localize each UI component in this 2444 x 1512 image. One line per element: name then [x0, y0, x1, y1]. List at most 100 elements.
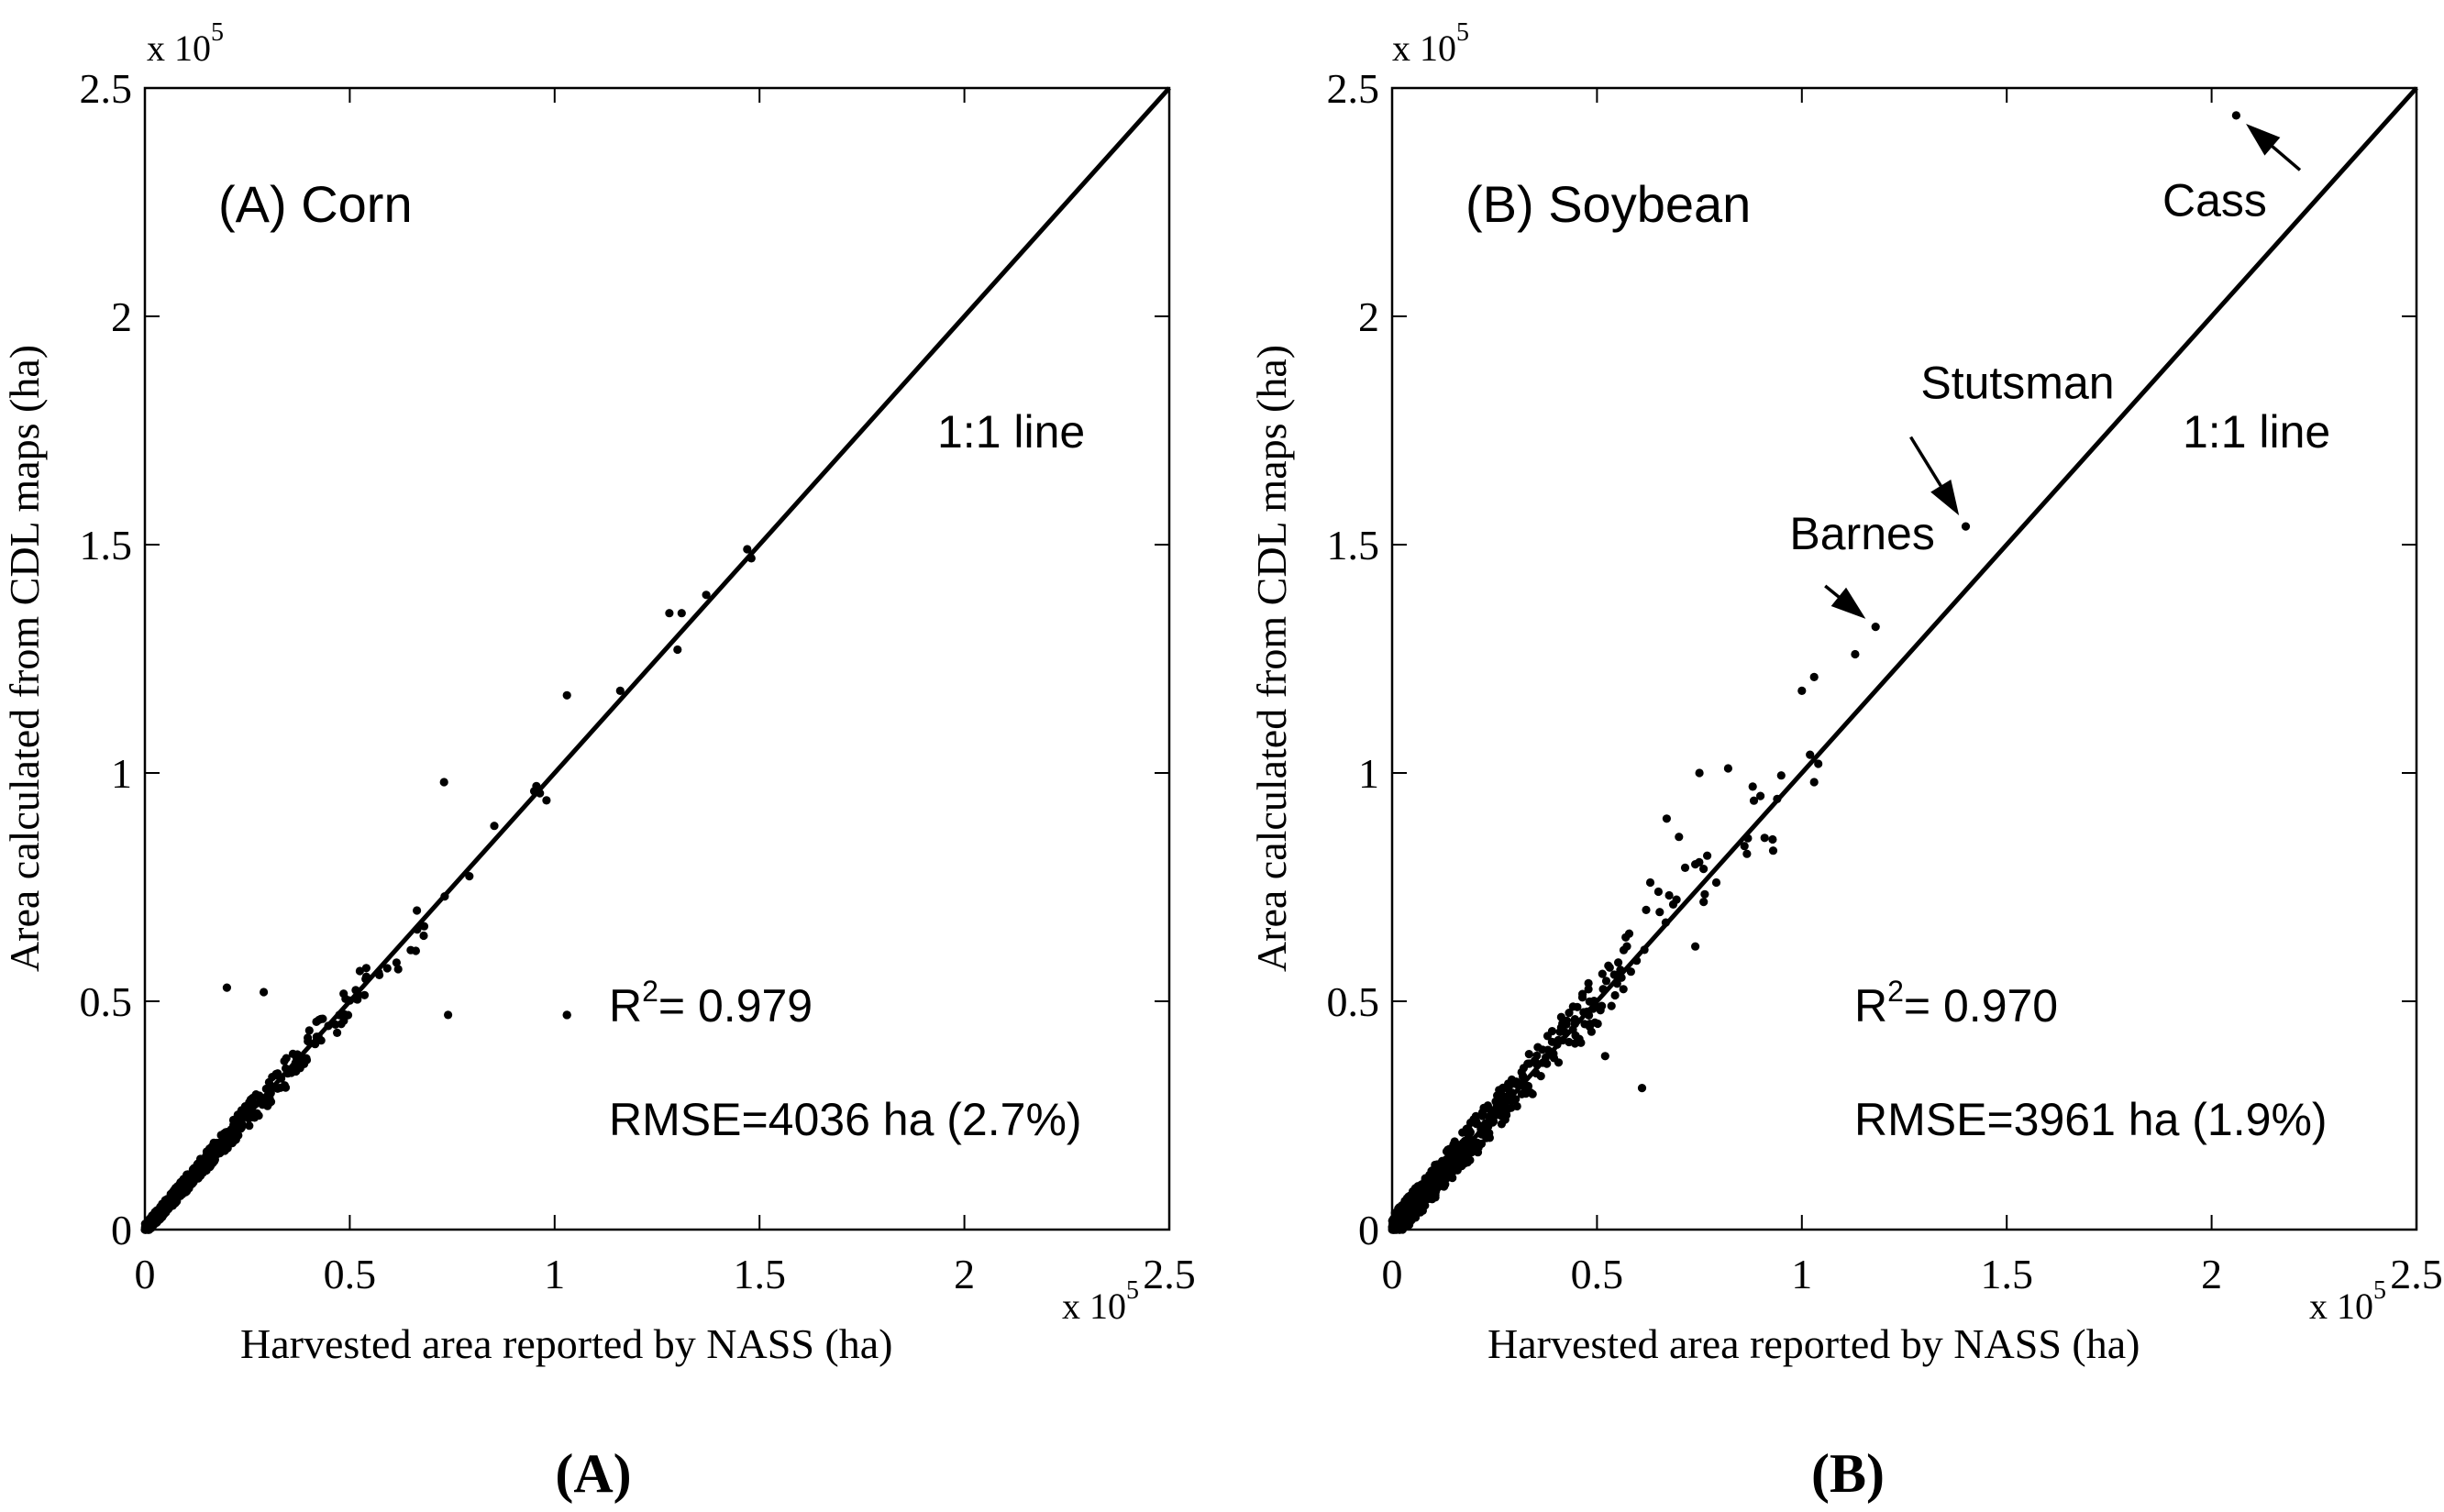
- data-point: [615, 686, 625, 696]
- data-point: [1700, 889, 1709, 899]
- data-point: [1961, 522, 1971, 531]
- data-point: [315, 1015, 324, 1024]
- data-point: [1691, 942, 1700, 951]
- data-point: [1570, 1039, 1579, 1048]
- r-squared-label: R2= 0.979: [609, 975, 813, 1032]
- rmse-label: RMSE=4036 ha (2.7%): [609, 1094, 1082, 1145]
- data-point: [1610, 990, 1620, 1000]
- y-tick-label: 0.5: [80, 978, 133, 1025]
- data-point: [273, 1070, 282, 1079]
- data-point: [222, 983, 231, 992]
- panel-caption: (A): [555, 1443, 631, 1504]
- data-point: [1584, 985, 1593, 994]
- data-point: [1691, 860, 1700, 869]
- data-point: [1596, 1006, 1605, 1015]
- y-axis-label: Area calculated from CDL maps (ha): [1, 345, 48, 972]
- data-point: [361, 975, 370, 984]
- data-point: [1547, 1037, 1556, 1046]
- data-point: [237, 1123, 246, 1132]
- data-point: [1408, 1197, 1418, 1207]
- x-tick-label: 1.5: [733, 1251, 786, 1297]
- y-tick-label: 1: [1358, 750, 1379, 797]
- data-point: [665, 609, 674, 618]
- data-point: [1517, 1089, 1526, 1098]
- y-tick-label: 0: [1358, 1207, 1379, 1253]
- data-point: [314, 1032, 323, 1042]
- y-tick-labels: 0 0.5 1 1.5 2 2.5: [1327, 65, 1380, 1253]
- data-point: [361, 964, 370, 973]
- data-point: [382, 964, 392, 973]
- data-point: [1556, 1012, 1565, 1021]
- data-point: [1547, 1027, 1557, 1036]
- y-tick-label: 0: [111, 1207, 132, 1253]
- data-point: [1617, 973, 1626, 982]
- data-point: [1619, 985, 1628, 994]
- data-point: [413, 906, 422, 915]
- y-multiplier: x 105: [147, 18, 224, 69]
- reference-line-label: 1:1 line: [937, 406, 1085, 458]
- data-point: [195, 1171, 205, 1181]
- annotation-arrow-head: [2246, 123, 2281, 156]
- data-point: [151, 1217, 160, 1226]
- data-point: [272, 1084, 282, 1093]
- data-point: [293, 1056, 302, 1065]
- r-squared-label: R2= 0.970: [1854, 975, 2058, 1032]
- data-point: [1748, 782, 1757, 791]
- y-tick-labels: 0 0.5 1 1.5 2 2.5: [80, 65, 133, 1253]
- data-point: [1699, 898, 1709, 907]
- scatter-points: [140, 545, 756, 1234]
- data-point: [1695, 768, 1704, 778]
- data-point: [171, 1185, 181, 1194]
- data-point: [258, 1100, 267, 1109]
- y-tick-label: 2.5: [80, 65, 133, 112]
- data-point: [292, 1066, 301, 1076]
- data-point: [1523, 1083, 1532, 1092]
- x-multiplier: x 105: [2309, 1276, 2386, 1327]
- data-point: [1565, 1009, 1574, 1018]
- data-point: [1768, 846, 1778, 855]
- data-point: [1668, 899, 1678, 910]
- data-point: [1809, 672, 1819, 682]
- data-point: [1756, 791, 1765, 800]
- data-point: [1471, 1111, 1480, 1120]
- data-point: [743, 545, 752, 554]
- data-point: [1568, 1002, 1577, 1011]
- data-point: [311, 1040, 320, 1049]
- data-point: [205, 1161, 215, 1170]
- data-point: [304, 1033, 313, 1043]
- data-point: [224, 1136, 233, 1145]
- x-tick-label: 0.5: [324, 1251, 377, 1297]
- data-point: [1462, 1154, 1471, 1164]
- data-point: [1528, 1089, 1537, 1098]
- data-point: [490, 822, 499, 831]
- data-point: [280, 1056, 289, 1065]
- x-tick-label: 2: [954, 1251, 975, 1297]
- data-point: [1612, 979, 1621, 988]
- data-point: [677, 609, 686, 618]
- data-point: [392, 958, 401, 967]
- data-point: [529, 787, 539, 796]
- data-point: [673, 645, 682, 655]
- data-point: [1621, 933, 1631, 942]
- panel-caption: (B): [1811, 1443, 1885, 1504]
- data-point: [256, 1094, 265, 1103]
- x-tick-labels: 0 0.5 1 1.5 2 2.5: [135, 1251, 1196, 1297]
- data-point: [1768, 834, 1777, 844]
- x-tick-label: 0: [135, 1251, 156, 1297]
- data-point: [1476, 1139, 1487, 1148]
- tick-marks: [144, 87, 1170, 1231]
- data-point: [345, 996, 354, 1005]
- data-point: [1653, 887, 1663, 897]
- data-point: [1532, 1068, 1541, 1078]
- x-tick-label: 2.5: [1143, 1251, 1196, 1297]
- panel-title: (A) Corn: [218, 175, 413, 233]
- data-point: [1519, 1072, 1528, 1081]
- data-point: [302, 1054, 311, 1063]
- data-point: [209, 1140, 218, 1149]
- data-point: [220, 1146, 229, 1155]
- data-point: [333, 1028, 342, 1037]
- data-point: [1472, 1119, 1481, 1129]
- y-tick-label: 1.5: [1327, 522, 1380, 568]
- data-point: [1432, 1164, 1442, 1175]
- data-point: [1632, 956, 1642, 966]
